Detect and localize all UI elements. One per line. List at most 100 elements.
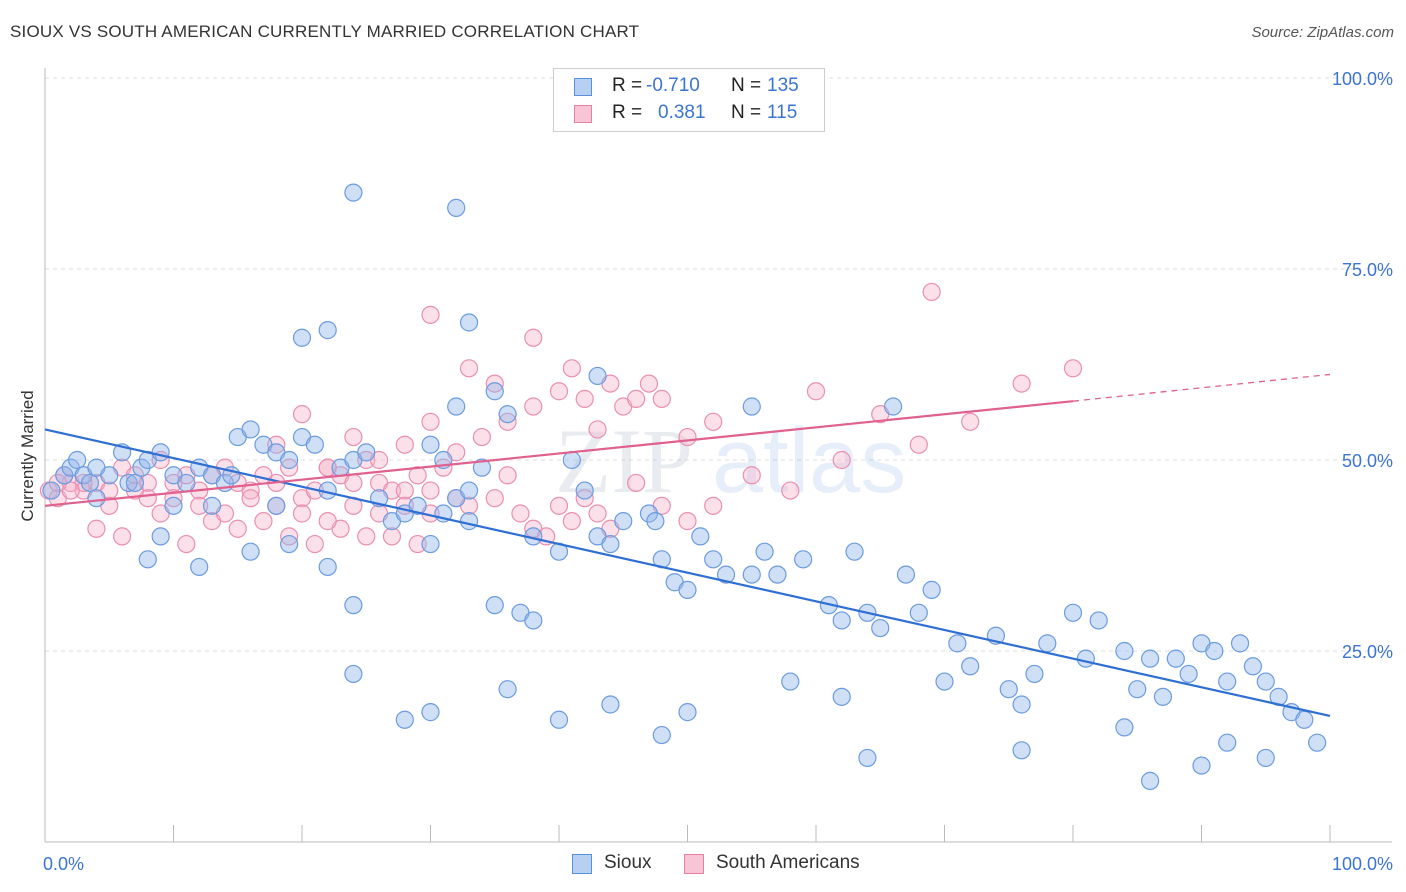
south-american-point bbox=[485, 489, 504, 508]
south-american-point bbox=[344, 427, 363, 447]
sioux-point bbox=[794, 550, 813, 569]
sioux-point bbox=[1089, 611, 1108, 630]
sioux-point bbox=[80, 473, 100, 493]
sioux-point bbox=[1243, 657, 1263, 676]
south-american-point bbox=[524, 397, 543, 416]
south-american-point bbox=[704, 496, 723, 515]
sioux-point bbox=[1012, 741, 1031, 760]
sioux-point bbox=[1295, 710, 1314, 729]
y-axis-label: Currently Married bbox=[18, 390, 37, 521]
south-american-point bbox=[909, 435, 928, 454]
sioux-point bbox=[922, 580, 941, 599]
sioux-point bbox=[344, 664, 363, 684]
sioux-point bbox=[421, 435, 440, 454]
sioux-point bbox=[202, 496, 222, 515]
legend-n-label: N = bbox=[731, 75, 762, 96]
south-american-point bbox=[421, 412, 440, 431]
sioux-point bbox=[485, 596, 504, 615]
sioux-point bbox=[691, 527, 710, 546]
sioux-point bbox=[68, 450, 87, 470]
sioux-point bbox=[318, 321, 337, 340]
x-tick-label: 100.0% bbox=[1332, 854, 1393, 874]
south-american-point bbox=[344, 473, 363, 493]
sioux-point bbox=[704, 550, 723, 569]
south-american-point bbox=[254, 512, 273, 531]
sioux-point bbox=[305, 435, 324, 454]
south-american-point bbox=[280, 458, 299, 477]
sioux-point bbox=[408, 496, 427, 515]
trend-lines bbox=[44, 373, 1331, 718]
south-american-point bbox=[626, 389, 646, 408]
south-american-point bbox=[678, 512, 697, 531]
south-american-point bbox=[318, 512, 337, 531]
south-american-point bbox=[652, 389, 671, 408]
sioux-point bbox=[716, 565, 736, 584]
sioux-point bbox=[1218, 733, 1237, 752]
south-american-point bbox=[267, 435, 286, 454]
sioux-point bbox=[601, 695, 620, 714]
sioux-point bbox=[498, 405, 517, 424]
south-american-point bbox=[806, 382, 826, 401]
sioux-point bbox=[1076, 649, 1095, 668]
sioux-point bbox=[896, 565, 916, 584]
trend-line-south-americans bbox=[44, 400, 1074, 507]
sioux-point bbox=[344, 183, 363, 202]
south-american-point bbox=[1063, 359, 1083, 378]
sioux-point bbox=[1115, 718, 1134, 737]
sioux-point bbox=[459, 313, 479, 332]
sioux-point bbox=[132, 458, 151, 477]
sioux-point bbox=[447, 198, 466, 217]
sioux-point bbox=[138, 550, 157, 569]
sioux-point bbox=[87, 489, 106, 508]
sioux-point bbox=[177, 473, 196, 493]
south-american-point bbox=[228, 519, 247, 538]
y-tick-label: 25.0% bbox=[1342, 642, 1393, 662]
south-american-point bbox=[922, 282, 941, 302]
sioux-point bbox=[948, 634, 967, 653]
sioux-point bbox=[575, 481, 594, 500]
sioux-point bbox=[119, 473, 138, 493]
sioux-point bbox=[1205, 641, 1224, 661]
bottom-legend-swatch-south-americans bbox=[684, 854, 704, 874]
sioux-point bbox=[524, 611, 543, 630]
south-american-point bbox=[241, 489, 260, 508]
bottom-legend-label-south-americans: South Americans bbox=[716, 852, 860, 873]
south-american-point bbox=[125, 481, 145, 500]
south-american-point bbox=[511, 504, 530, 523]
south-american-point bbox=[781, 481, 800, 500]
sioux-point bbox=[1153, 687, 1173, 706]
south-american-point bbox=[305, 534, 324, 554]
south-american-point bbox=[549, 382, 569, 401]
sioux-point bbox=[742, 565, 761, 584]
watermark-atlas: atlas bbox=[712, 410, 906, 512]
south-american-point bbox=[408, 466, 427, 485]
sioux-point bbox=[588, 366, 607, 386]
legend-swatch-south-americans bbox=[574, 105, 592, 123]
sioux-point bbox=[1218, 672, 1237, 691]
south-american-point bbox=[292, 504, 312, 523]
sioux-point bbox=[241, 542, 260, 561]
south-american-point bbox=[704, 412, 723, 431]
sioux-point bbox=[883, 397, 903, 416]
y-tick-label: 50.0% bbox=[1342, 451, 1393, 471]
sioux-point bbox=[1166, 649, 1185, 668]
south-american-point bbox=[408, 534, 427, 554]
south-american-point bbox=[742, 466, 761, 485]
axes bbox=[44, 68, 1392, 843]
south-american-point bbox=[357, 450, 376, 470]
sioux-point bbox=[781, 672, 800, 691]
south-american-point bbox=[395, 435, 414, 454]
legend-n-label: N = bbox=[731, 102, 762, 123]
series-south-americans bbox=[39, 282, 1083, 554]
sioux-point bbox=[652, 725, 671, 745]
south-american-point bbox=[549, 496, 569, 515]
trend-line-sioux bbox=[44, 428, 1331, 718]
sioux-point bbox=[832, 687, 851, 706]
sioux-point bbox=[961, 657, 980, 676]
sioux-point bbox=[1256, 748, 1275, 768]
south-american-point bbox=[177, 534, 196, 554]
sioux-point bbox=[292, 328, 312, 347]
sioux-point bbox=[459, 481, 479, 500]
sioux-point bbox=[935, 672, 954, 691]
legend-swatch-sioux bbox=[574, 78, 592, 96]
